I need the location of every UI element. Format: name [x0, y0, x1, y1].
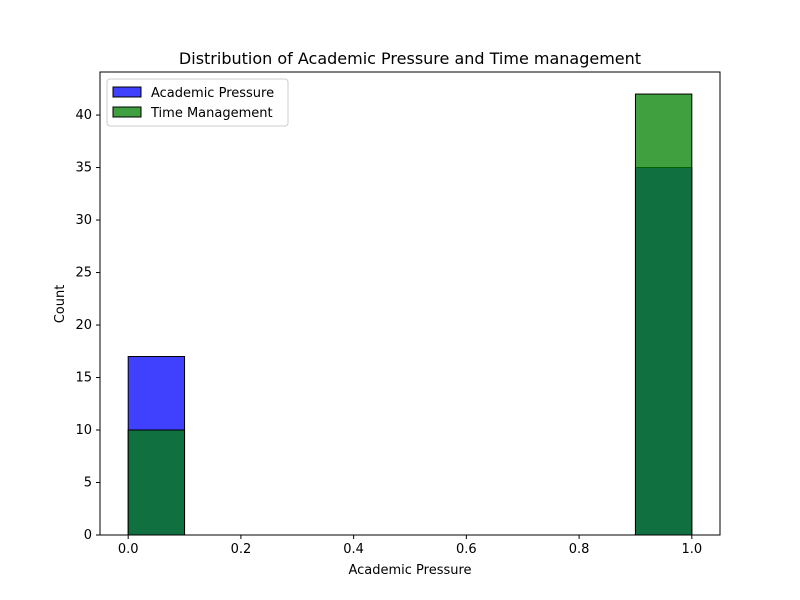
legend-label-time-management: Time Management	[150, 106, 273, 121]
legend-swatch-academic-pressure	[112, 86, 142, 98]
plot-area-frame	[99, 71, 721, 536]
bar-time-management-bin-9	[634, 93, 693, 536]
y-tick-label: 15	[75, 371, 92, 386]
y-tick-label: 30	[75, 213, 92, 228]
x-tick-label: 0.6	[456, 542, 477, 557]
x-tick-label: 0.2	[231, 542, 252, 557]
y-tick-label: 5	[84, 476, 92, 491]
y-axis-ticks: 0 5 10 15 20 25 30 35 40	[75, 108, 100, 543]
x-tick-label: 0.8	[569, 542, 590, 557]
chart-title: Distribution of Academic Pressure and Ti…	[179, 49, 641, 68]
legend-box	[106, 78, 289, 127]
y-tick-label: 25	[75, 266, 92, 281]
legend-swatch-time-management	[112, 106, 142, 118]
x-tick-label: 1.0	[681, 542, 702, 557]
legend-label-academic-pressure: Academic Pressure	[151, 86, 274, 101]
y-tick-label: 35	[75, 161, 92, 176]
y-axis-label: Count	[53, 285, 68, 324]
y-tick-label: 40	[75, 108, 92, 123]
y-tick-label: 0	[84, 528, 92, 543]
y-tick-label: 20	[75, 318, 92, 333]
bar-time-management-bin-0	[127, 429, 186, 536]
x-tick-label: 0.4	[343, 542, 364, 557]
x-axis-label: Academic Pressure	[348, 563, 471, 578]
legend: Academic Pressure Time Management	[106, 78, 289, 127]
bars-layer	[127, 93, 693, 536]
x-tick-label: 0.0	[118, 542, 139, 557]
y-tick-label: 10	[75, 423, 92, 438]
x-axis-ticks: 0.0 0.2 0.4 0.6 0.8 1.0	[118, 535, 702, 557]
